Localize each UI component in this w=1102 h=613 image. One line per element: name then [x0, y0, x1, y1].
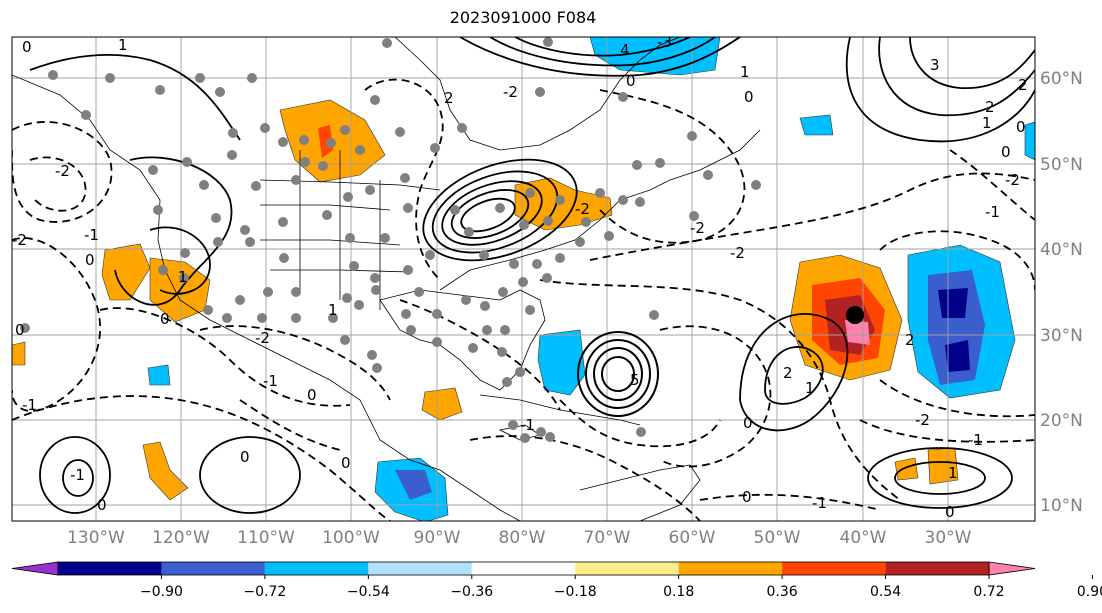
colorbar-tick-label: −0.54	[347, 584, 390, 600]
contour-label: -1	[968, 431, 983, 449]
lon-label-50w: 50°W	[754, 528, 801, 548]
contour-label: 0	[945, 503, 955, 521]
contour-label: 0	[240, 448, 250, 466]
contour-label: 1	[118, 36, 128, 54]
lat-label-40n: 40°N	[1040, 240, 1083, 260]
longitude-axis: 130°W 120°W 110°W 100°W 90°W 80°W 70°W 6…	[67, 528, 972, 548]
colorbar-tick-label: 0.36	[767, 584, 798, 600]
lat-label-20n: 20°N	[1040, 411, 1083, 431]
lat-label-60n: 60°N	[1040, 69, 1083, 89]
contour-label: 2	[905, 331, 915, 349]
lon-label-60w: 60°W	[669, 528, 716, 548]
contour-label: 1	[805, 379, 815, 397]
contour-label: 2	[444, 89, 454, 107]
contour-label: 0	[626, 72, 636, 90]
contour-label: 0	[15, 321, 25, 339]
contour-label: -2	[1005, 171, 1020, 189]
colorbar-tick-label: 0.18	[663, 584, 694, 600]
colorbar-segment	[575, 562, 679, 575]
contour-label: 0	[307, 386, 317, 404]
contour-label: 1	[328, 301, 338, 319]
lon-label-90w: 90°W	[414, 528, 461, 548]
contour-label: 4	[620, 41, 630, 59]
contour-label: -2	[55, 162, 70, 180]
colorbar: −0.90 −0.72 −0.54 −0.36 −0.18 0.18 0.36 0.54 0.7…	[11, 561, 1102, 600]
contour-label: -1	[22, 396, 37, 414]
contour-label: 0	[341, 454, 351, 472]
contour-label: 0	[85, 251, 95, 269]
contour-label: 0	[160, 310, 170, 328]
map-plot-area: 0 1 -2 -2 -1 1 0 0 0 -2 -1 0 -1 -1 0 0 0…	[12, 33, 1035, 521]
contour-label: 0	[22, 38, 32, 56]
latitude-axis: 60°N 50°N 40°N 30°N 20°N 10°N	[1040, 69, 1083, 516]
colorbar-segment	[368, 562, 472, 575]
colorbar-tick-label: 0.90	[1077, 584, 1102, 600]
contour-label: 0	[97, 496, 107, 514]
colorbar-segment	[161, 562, 265, 575]
lon-label-80w: 80°W	[499, 528, 546, 548]
contour-label: -1	[70, 466, 85, 484]
contour-label: -2	[730, 244, 745, 262]
colorbar-segment	[264, 562, 369, 575]
colorbar-tick-label: −0.90	[140, 584, 183, 600]
contour-label: 0	[742, 488, 752, 506]
colorbar-segment	[678, 562, 783, 575]
lon-label-100w: 100°W	[322, 528, 380, 548]
page-title: 2023091000 F084	[449, 8, 597, 27]
contour-label: 1	[178, 268, 188, 286]
lon-label-70w: 70°W	[584, 528, 631, 548]
contour-label: -1	[263, 372, 278, 390]
colorbar-tick-label: −0.18	[554, 584, 597, 600]
contour-label: -1	[812, 494, 827, 512]
contour-label: 1	[740, 63, 750, 81]
lat-label-10n: 10°N	[1040, 496, 1083, 516]
contour-label: -2	[915, 411, 930, 429]
lat-label-50n: 50°N	[1040, 155, 1083, 175]
lon-label-40w: 40°W	[840, 528, 887, 548]
contour-labels: 0 1 -2 -2 -1 1 0 0 0 -2 -1 0 -1 -1 0 0 0…	[12, 33, 1028, 521]
target-marker	[846, 306, 864, 324]
colorbar-tick-label: −0.72	[243, 584, 286, 600]
contour-label: -2	[12, 231, 27, 249]
contour-label: -3	[657, 33, 672, 51]
contour-label: -2	[503, 83, 518, 101]
contour-label: 3	[930, 56, 940, 74]
contour-label: 0	[1001, 143, 1011, 161]
lon-label-110w: 110°W	[237, 528, 295, 548]
map-frame	[11, 36, 1036, 522]
colorbar-frame	[57, 561, 990, 576]
contour-label: -2	[575, 200, 590, 218]
colorbar-segment	[471, 562, 576, 575]
station-markers	[20, 37, 761, 443]
contour-label: 2	[1018, 76, 1028, 94]
contour-label: 0	[743, 414, 753, 432]
lon-label-120w: 120°W	[152, 528, 210, 548]
contour-label: 5	[630, 371, 640, 389]
colorbar-tick-label: −0.36	[450, 584, 493, 600]
lon-label-130w: 130°W	[67, 528, 125, 548]
contour-label: 0	[1016, 118, 1026, 136]
contours	[12, 37, 1035, 521]
colorbar-segment	[782, 562, 886, 575]
colorbar-arrow-right	[988, 561, 1036, 576]
contour-label: 1	[982, 114, 992, 132]
contour-label: -2	[690, 219, 705, 237]
contour-label: 2	[985, 98, 995, 116]
contour-label: 1	[948, 464, 958, 482]
contour-label: 0	[744, 88, 754, 106]
contour-label: -1	[520, 416, 535, 434]
lat-label-30n: 30°N	[1040, 326, 1083, 346]
colorbar-tick-label: 0.72	[973, 584, 1004, 600]
contour-label: -1	[84, 226, 99, 244]
contour-label: -2	[255, 329, 270, 347]
contour-label: 2	[783, 364, 793, 382]
lon-label-30w: 30°W	[925, 528, 972, 548]
contour-label: -1	[985, 203, 1000, 221]
colorbar-segment	[58, 562, 162, 575]
colorbar-arrow-left	[11, 561, 59, 576]
colorbar-segment	[885, 562, 989, 575]
colorbar-tick-label: 0.54	[870, 584, 901, 600]
